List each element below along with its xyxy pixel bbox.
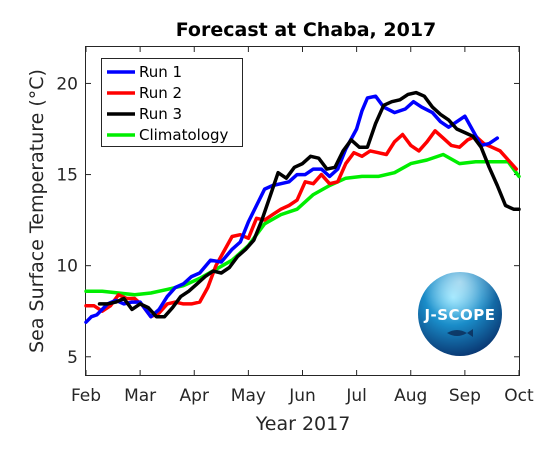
x-tick-label: May [231,386,266,406]
x-tick-label: Oct [504,386,534,406]
x-tick-label: Sep [449,386,481,406]
y-axis-label: Sea Surface Temperature (°C) [26,69,48,353]
x-tick-label: Jul [345,386,367,406]
series-lines [84,90,521,324]
y-tick-label: 5 [67,348,78,368]
y-tick-label: 20 [56,74,78,94]
series-line-run-2 [84,129,519,319]
x-axis: Feb Mar Apr May Jun Jul Aug Sep Oct [71,47,534,406]
series-line-run-3 [97,90,521,319]
x-axis-label: Year 2017 [255,413,351,435]
legend: Run 1 Run 2 Run 3 Climatology [101,58,243,147]
legend-label: Run 2 [139,84,182,102]
legend-label: Run 1 [139,63,182,81]
chart-title: Forecast at Chaba, 2017 [176,19,437,41]
x-tick-label: Aug [394,386,427,406]
logo-text: J-SCOPE [423,306,495,324]
y-tick-label: 15 [56,166,78,186]
j-scope-logo: J-SCOPE [418,264,502,356]
y-tick-label: 10 [56,257,78,277]
legend-label: Climatology [139,126,229,144]
series-line-climatology [84,152,521,297]
x-tick-label: Mar [124,386,156,406]
x-tick-label: Jun [288,386,316,406]
legend-label: Run 3 [139,105,182,123]
x-tick-label: Feb [71,386,101,406]
x-tick-label: Apr [180,386,209,406]
logo-glow [424,264,496,336]
logo-fish-icon [447,329,473,337]
y-axis: 5 10 15 20 [56,74,519,368]
